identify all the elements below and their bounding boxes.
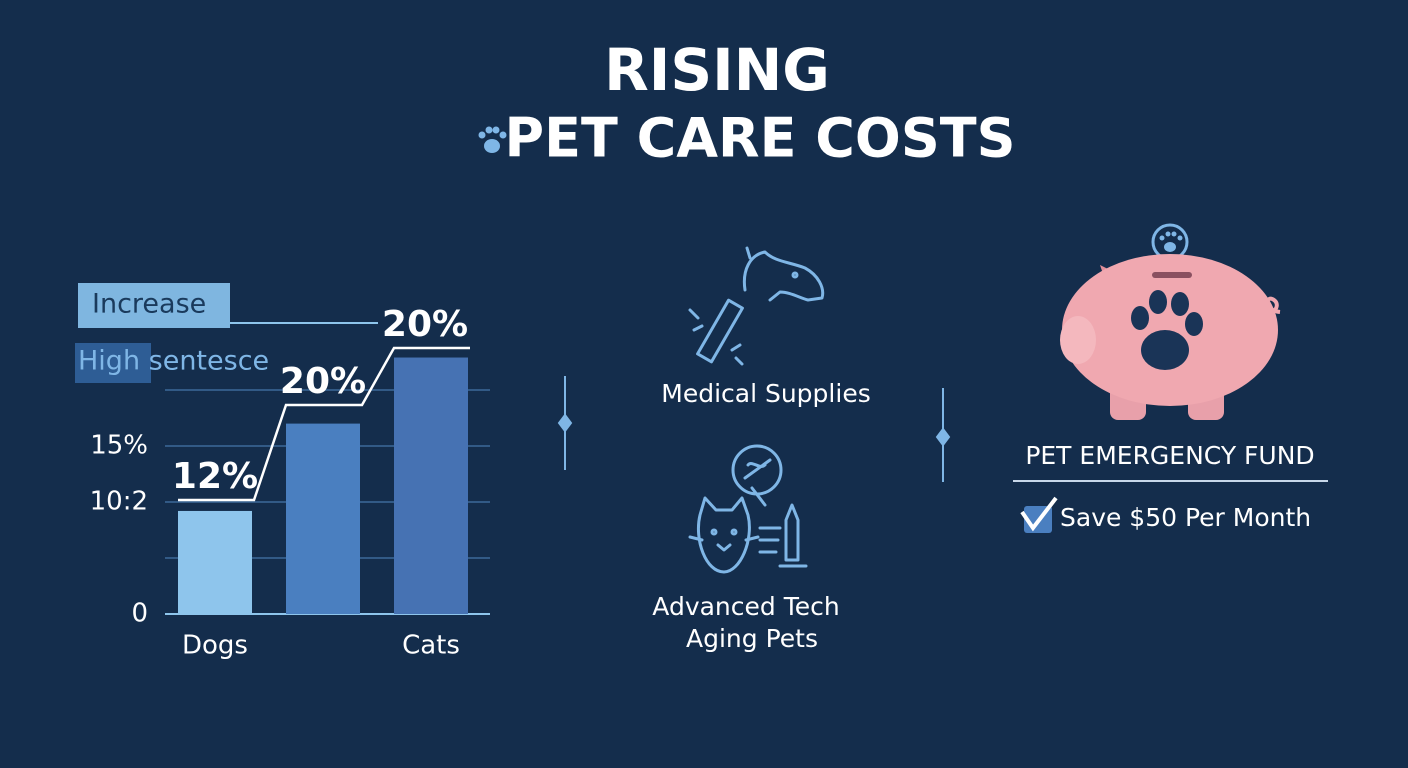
y-tick-label: 10:2 [90, 487, 148, 517]
paw-icon [478, 126, 507, 153]
title-line: PET CARE COSTS [505, 107, 1016, 170]
x-tick-label: Cats [402, 631, 460, 661]
note: High sentesce [78, 346, 269, 377]
piggy-bank [1060, 223, 1281, 420]
x-tick-label: Dogs [182, 631, 248, 661]
bar [286, 423, 360, 614]
note: Increase [92, 289, 206, 320]
medical-icon [688, 246, 825, 366]
y-tick-label: 15% [90, 431, 148, 461]
note-highlight [75, 343, 151, 383]
annotation: 20% [280, 361, 366, 402]
factor-label: Medical Supplies [661, 379, 870, 408]
factor-label: Advanced Tech [652, 592, 839, 621]
divider [557, 376, 951, 482]
annotation: 20% [382, 304, 468, 345]
bar-chart: 0 10:2 15% Dogs Cats 12% 20% 20% [90, 304, 490, 661]
y-tick-label: 0 [131, 599, 148, 629]
connector [178, 346, 470, 502]
checkmark [1020, 496, 1058, 532]
factors: Medical Supplies Advanced Tech Aging Pets [652, 379, 870, 653]
bar [178, 510, 252, 614]
factor-label: Aging Pets [686, 624, 818, 653]
bar [394, 357, 468, 614]
tech-icon [688, 444, 808, 574]
note-highlight [78, 283, 230, 328]
fund-tip: Save $50 Per Month [1060, 503, 1311, 532]
fund-title: PET EMERGENCY FUND [1025, 441, 1314, 470]
title-line: RISING [604, 36, 830, 104]
annotation: 12% [172, 456, 258, 497]
